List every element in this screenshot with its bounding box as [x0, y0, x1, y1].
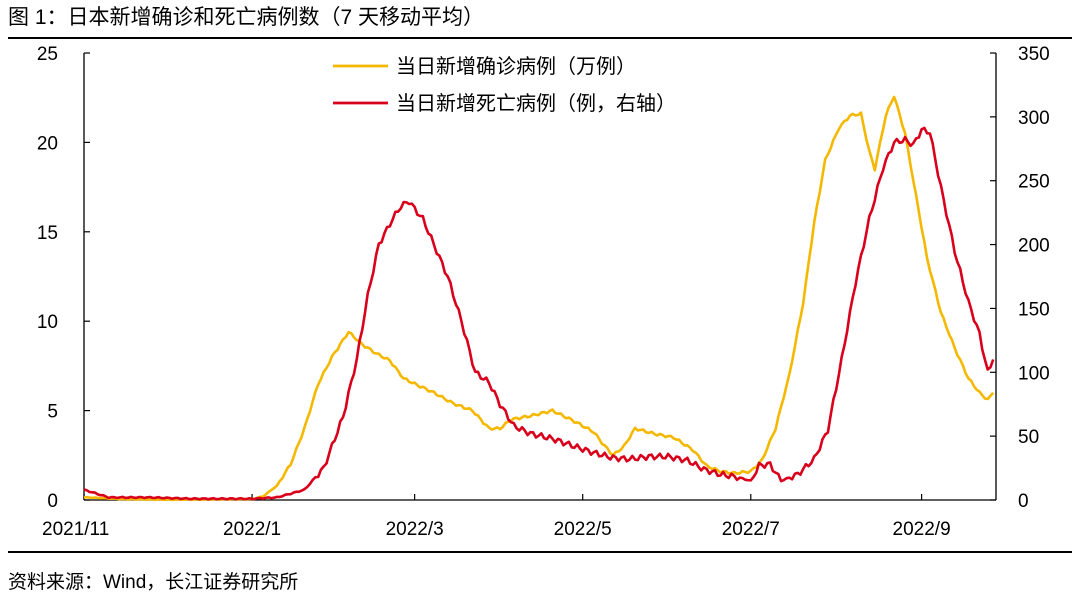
x-tick-label: 2022/5 [554, 519, 612, 540]
series-line-deaths [83, 126, 995, 501]
left-tick-label: 5 [47, 402, 58, 423]
series-line-confirmed [83, 95, 995, 502]
right-tick-label: 50 [1018, 427, 1039, 448]
figure-title: 图 1：日本新增确诊和死亡病例数（7 天移动平均） [8, 6, 485, 29]
x-tick-label: 2022/7 [722, 519, 780, 540]
legend-label: 当日新增死亡病例（例，右轴） [396, 92, 676, 115]
x-tick-label: 2022/1 [223, 519, 281, 540]
right-tick-label: 100 [1018, 363, 1050, 384]
left-tick-label: 20 [37, 133, 58, 154]
x-tick-label: 2022/9 [893, 519, 951, 540]
left-tick-label: 15 [37, 223, 58, 244]
x-tick-label: 2022/3 [386, 519, 444, 540]
left-tick-label: 10 [37, 312, 58, 333]
right-tick-label: 350 [1018, 44, 1050, 65]
x-tick-label: 2021/11 [42, 519, 109, 540]
series-layer [83, 95, 995, 502]
right-tick-label: 200 [1018, 236, 1050, 257]
x-axis: 2021/11 2022/1 2022/3 2022/5 2022/7 2022/9 [42, 494, 951, 540]
legend-label: 当日新增确诊病例（万例） [396, 55, 636, 78]
top-rule [8, 37, 1072, 39]
chart: 0 5 10 15 20 25 0 50 100 150 200 250 300 350 2021/11… [37, 44, 1050, 540]
legend: 当日新增确诊病例（万例） 当日新增死亡病例（例，右轴） [333, 55, 676, 115]
right-tick-label: 150 [1018, 299, 1050, 320]
right-tick-label: 0 [1018, 491, 1029, 512]
right-axis: 0 50 100 150 200 250 300 350 [990, 44, 1050, 512]
source-note: 资料来源：Wind，长江证券研究所 [8, 572, 299, 593]
left-axis: 0 5 10 15 20 25 [37, 44, 90, 512]
bottom-rule [8, 551, 1072, 553]
right-tick-label: 300 [1018, 108, 1050, 129]
right-tick-label: 250 [1018, 172, 1050, 193]
left-tick-label: 0 [47, 491, 58, 512]
left-tick-label: 25 [37, 44, 58, 65]
